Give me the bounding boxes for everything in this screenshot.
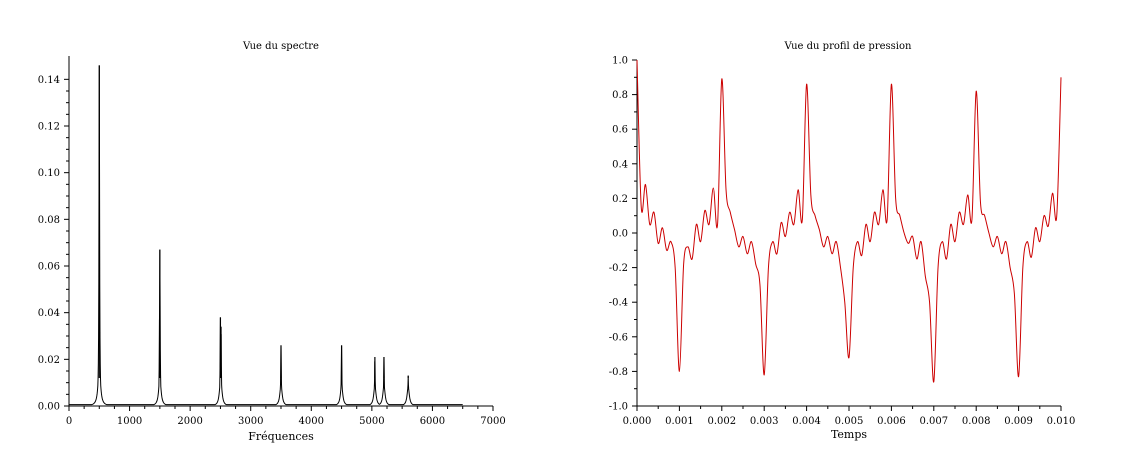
spectrum-x-tick-label: 2000 <box>177 416 202 427</box>
pressure-y-tick-label: -0.4 <box>609 298 628 309</box>
pressure-x-tick-label: 0.006 <box>877 416 906 427</box>
spectrum-x-tick-label: 4000 <box>299 416 324 427</box>
spectrum-y-tick-label: 0.12 <box>38 122 60 133</box>
spectrum-y-tick-label: 0.14 <box>38 75 60 86</box>
spectrum-x-tick-label: 0 <box>66 416 72 427</box>
spectrum-x-tick-label: 1000 <box>117 416 142 427</box>
pressure-x-tick-label: 0.004 <box>792 416 821 427</box>
spectrum-x-tick-label: 5000 <box>359 416 384 427</box>
pressure-x-label: Temps <box>831 428 867 441</box>
spectrum-y-axis-ticks: 0.00 0.02 0.04 0.06 0.08 0.10 0.12 0.14 <box>38 75 69 413</box>
pressure-x-tick-label: 0.009 <box>1004 416 1033 427</box>
spectrum-x-axis-ticks: 0 1000 2000 3000 4000 5000 6000 7000 <box>66 406 506 427</box>
pressure-x-axis-ticks: 0.000 0.001 0.002 0.003 0.004 0.005 0.006 0.007… <box>623 406 1076 427</box>
pressure-y-tick-label: 0.2 <box>612 194 628 205</box>
spectrum-series <box>69 65 463 406</box>
pressure-y-axis-ticks: -1.0 -0.8 -0.6 -0.4 -0.2 0.0 0.2 0.4 0.6 0.8 1.0 <box>609 56 637 413</box>
pressure-x-tick-label: 0.010 <box>1047 416 1076 427</box>
pressure-x-tick-label: 0.001 <box>665 416 694 427</box>
spectrum-chart: Vue du spectre 0.000.020.040.060.080.100… <box>38 41 506 443</box>
spectrum-y-tick-label: 0.02 <box>38 355 60 366</box>
pressure-x-tick-label: 0.005 <box>835 416 864 427</box>
pressure-y-tick-label: 0.8 <box>612 90 628 101</box>
pressure-y-tick-label: -0.2 <box>609 263 628 274</box>
pressure-chart: Vue du profil de pression -1.0 -0.8 -0.6 -0… <box>609 41 1076 441</box>
pressure-series <box>636 59 1062 383</box>
pressure-y-tick-label: 0.0 <box>612 229 628 240</box>
pressure-x-tick-label: 0.007 <box>919 416 948 427</box>
pressure-y-tick-label: 0.4 <box>612 159 628 170</box>
spectrum-x-label: Fréquences <box>248 430 314 443</box>
spectrum-y-tick-label: 0.06 <box>38 262 60 273</box>
spectrum-x-tick-label: 3000 <box>238 416 263 427</box>
pressure-line <box>636 59 1062 383</box>
pressure-x-tick-label: 0.000 <box>623 416 652 427</box>
pressure-y-tick-label: 0.6 <box>612 125 628 136</box>
spectrum-y-tick-label: 0.04 <box>38 308 60 319</box>
pressure-x-tick-label: 0.002 <box>707 416 736 427</box>
pressure-x-tick-label: 0.003 <box>750 416 779 427</box>
pressure-y-tick-label: -1.0 <box>609 402 628 413</box>
pressure-y-tick-label: -0.8 <box>609 367 628 378</box>
pressure-title: Vue du profil de pression <box>784 41 912 52</box>
spectrum-title: Vue du spectre <box>242 41 319 52</box>
spectrum-line <box>69 65 463 406</box>
spectrum-y-tick-label: 0.00 <box>38 402 60 413</box>
spectrum-x-tick-label: 7000 <box>480 416 505 427</box>
spectrum-x-tick-label: 6000 <box>420 416 445 427</box>
pressure-x-tick-label: 0.008 <box>962 416 991 427</box>
spectrum-y-tick-label: 0.10 <box>38 168 60 179</box>
pressure-y-tick-label: 1.0 <box>612 56 628 67</box>
pressure-y-tick-label: -0.6 <box>609 332 628 343</box>
spectrum-y-tick-label: 0.08 <box>38 215 60 226</box>
